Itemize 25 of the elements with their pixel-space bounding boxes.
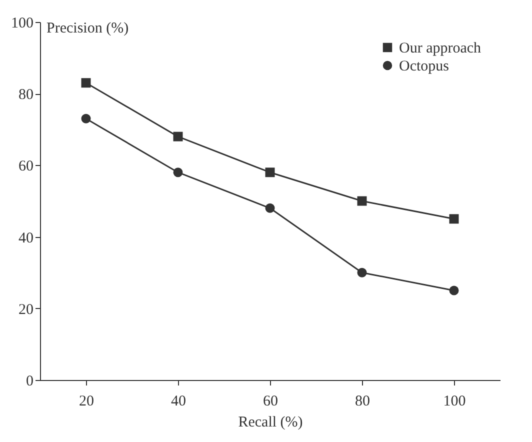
legend-label: Our approach: [399, 40, 482, 56]
point: [357, 268, 367, 278]
point: [173, 132, 183, 142]
y-axis-title: Precision (%): [46, 20, 129, 36]
y-tick-label: 100: [11, 16, 34, 32]
y-tick-label: 20: [18, 302, 34, 318]
point: [81, 114, 91, 124]
point: [173, 168, 183, 178]
x-tick-label: 100: [443, 394, 466, 410]
legend-label: Octopus: [399, 58, 450, 74]
y-tick-label: 0: [26, 374, 34, 390]
x-axis-title: Recall (%): [238, 414, 303, 430]
point: [81, 78, 91, 88]
y-tick-label: 40: [18, 230, 34, 246]
point: [265, 203, 275, 213]
x-tick-label: 40: [171, 394, 186, 410]
y-tick-label: 60: [18, 158, 34, 175]
x-tick-label: 60: [263, 394, 278, 410]
point: [449, 214, 459, 224]
x-tick-label: 20: [79, 394, 94, 410]
point: [449, 286, 459, 296]
y-tick-label: 80: [18, 87, 34, 104]
x-tick-label: 80: [355, 394, 370, 410]
point: [357, 196, 367, 206]
point: [265, 168, 275, 178]
